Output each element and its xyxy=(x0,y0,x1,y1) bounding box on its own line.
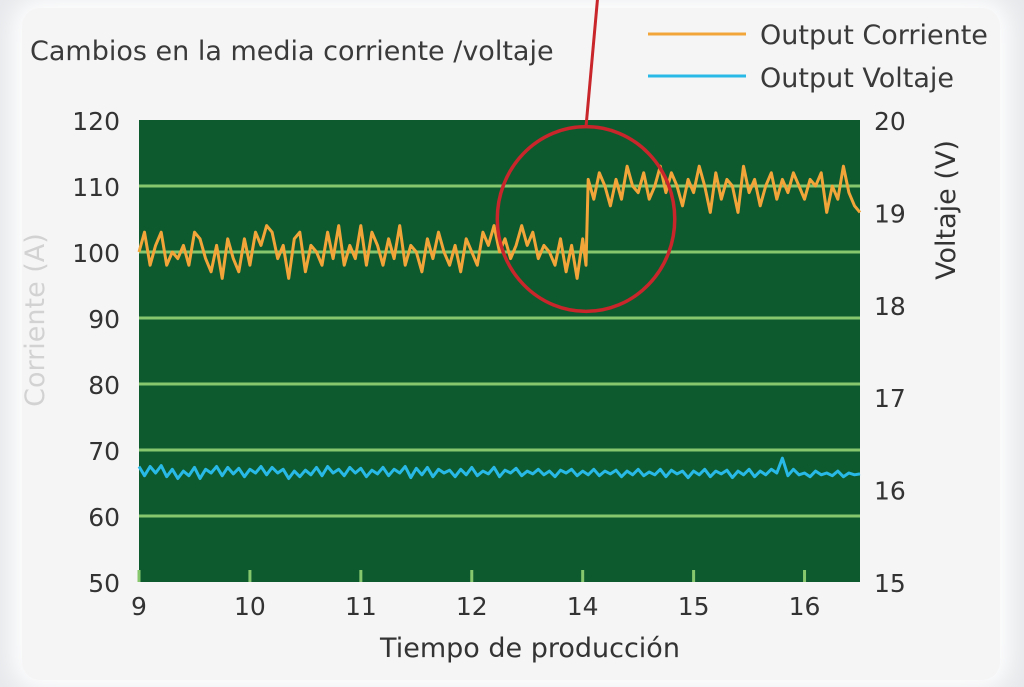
right-tick-label: 19 xyxy=(874,199,906,228)
right-tick-label: 18 xyxy=(874,292,906,321)
x-tick-label: 16 xyxy=(789,592,821,621)
legend-label-voltaje: Output Voltaje xyxy=(760,63,954,94)
annotations xyxy=(495,0,677,314)
left-tick-label: 120 xyxy=(72,107,120,136)
left-tick-label: 50 xyxy=(88,569,120,598)
right-tick-label: 16 xyxy=(874,477,906,506)
x-tick-label: 12 xyxy=(456,592,488,621)
series-line-voltaje xyxy=(137,456,861,480)
right-axis-ticks: 15 16 17 18 19 20 xyxy=(874,107,906,598)
left-tick-label: 110 xyxy=(72,173,120,202)
x-tick-label: 11 xyxy=(345,592,377,621)
legend: Output Corriente Output Voltaje xyxy=(648,20,988,94)
right-tick-label: 17 xyxy=(874,384,906,413)
right-tick-label: 20 xyxy=(874,107,906,136)
left-tick-label: 90 xyxy=(88,305,120,334)
x-axis-label: Tiempo de producción xyxy=(379,633,680,664)
x-tick-label: 15 xyxy=(678,592,710,621)
left-axis-ticks: 50 60 70 80 90 100 110 120 xyxy=(72,107,120,598)
x-tick-label: 10 xyxy=(234,592,266,621)
x-tick-label: 14 xyxy=(567,592,599,621)
chart-title: Cambios en la media corriente /voltaje xyxy=(30,36,554,67)
right-axis-label: Voltaje (V) xyxy=(931,140,962,280)
pointer-line xyxy=(584,0,599,127)
left-axis-label: Corriente (A) xyxy=(20,233,51,407)
right-tick-label: 15 xyxy=(874,569,906,598)
x-tick-label: 9 xyxy=(131,592,147,621)
left-tick-label: 70 xyxy=(88,437,120,466)
legend-label-corriente: Output Corriente xyxy=(760,20,988,51)
left-tick-label: 60 xyxy=(88,503,120,532)
left-tick-label: 80 xyxy=(88,371,120,400)
left-tick-label: 100 xyxy=(72,239,120,268)
x-axis-ticks: 9 10 11 12 14 15 16 xyxy=(131,570,820,621)
